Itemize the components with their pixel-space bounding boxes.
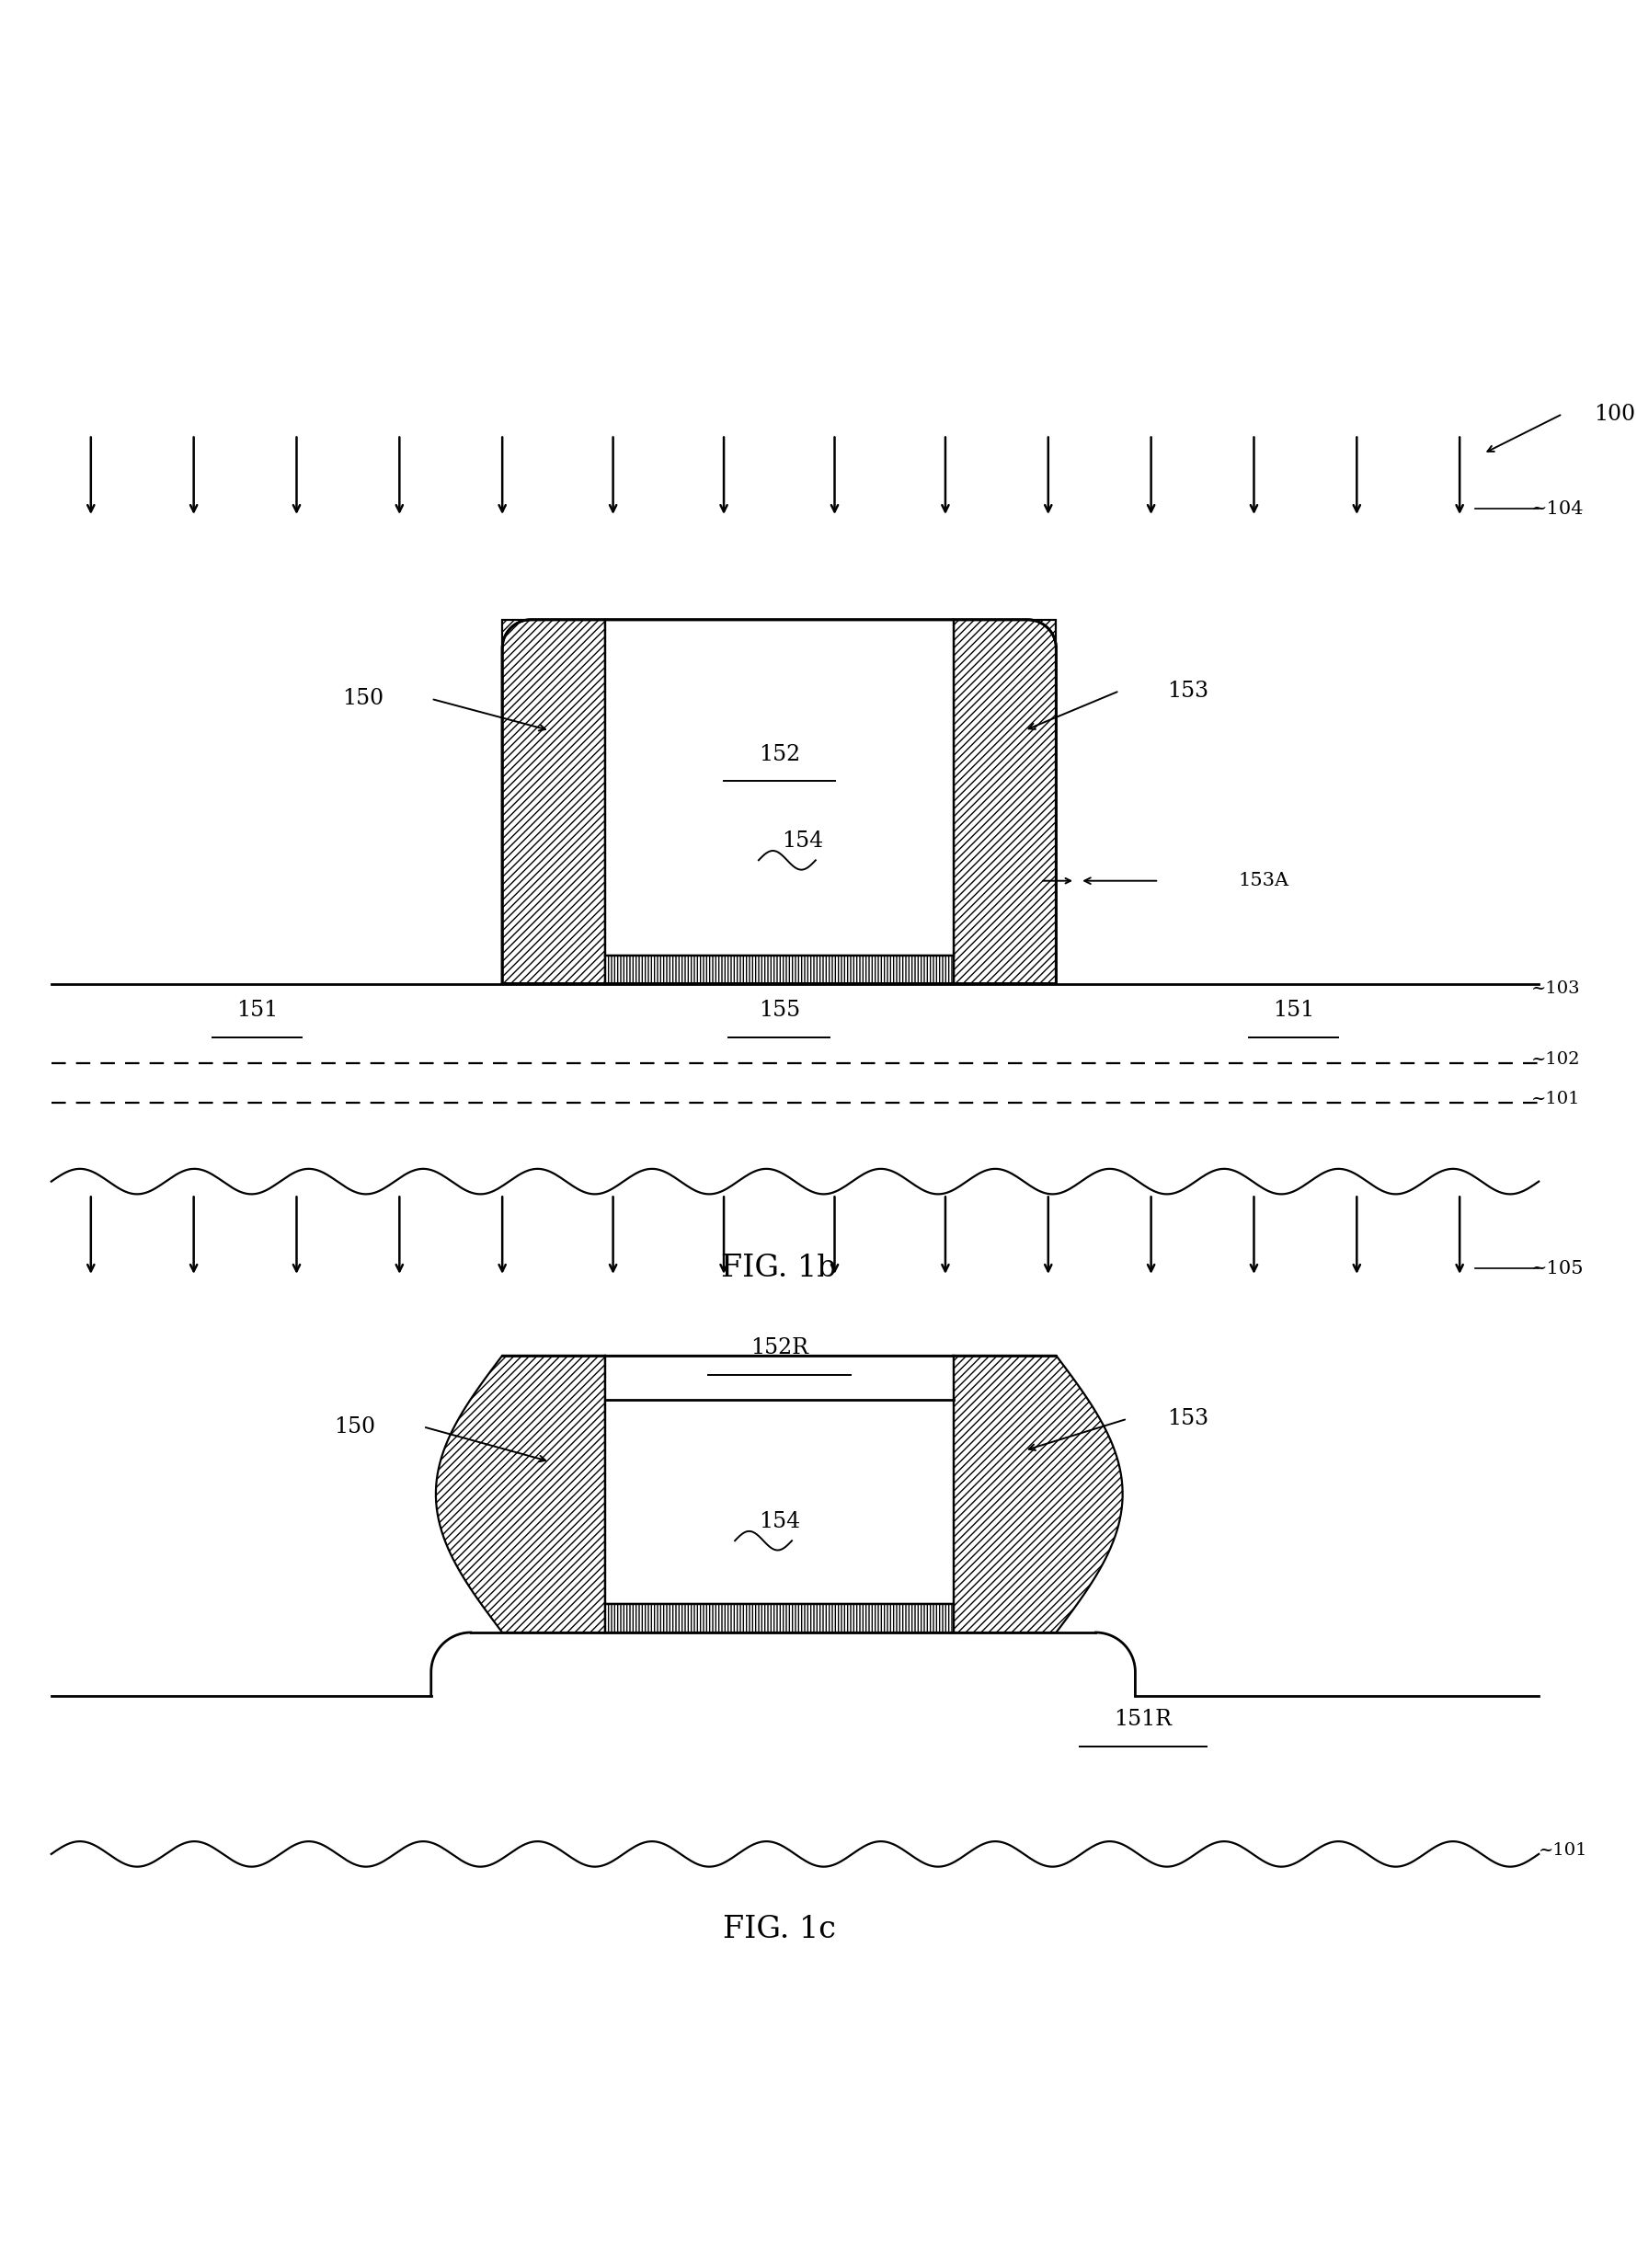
Bar bbox=[604, 1356, 953, 1603]
Polygon shape bbox=[435, 1356, 604, 1633]
Text: 153A: 153A bbox=[1238, 873, 1288, 889]
Bar bbox=[953, 619, 1056, 984]
Text: 100: 100 bbox=[1593, 404, 1635, 424]
Polygon shape bbox=[953, 1356, 1121, 1633]
Text: FIG. 1b: FIG. 1b bbox=[720, 1254, 837, 1284]
Bar bbox=[604, 619, 953, 955]
Text: 150: 150 bbox=[334, 1415, 375, 1438]
Text: ~101: ~101 bbox=[1537, 1842, 1588, 1860]
Text: FIG. 1c: FIG. 1c bbox=[722, 1914, 835, 1944]
Text: 155: 155 bbox=[758, 1000, 799, 1021]
Text: 151: 151 bbox=[236, 1000, 278, 1021]
Text: 151: 151 bbox=[1272, 1000, 1313, 1021]
Text: 152R: 152R bbox=[750, 1338, 807, 1359]
Text: ~101: ~101 bbox=[1531, 1091, 1580, 1107]
Bar bbox=[422, 1356, 1134, 1633]
Polygon shape bbox=[503, 619, 1056, 984]
Bar bbox=[503, 619, 604, 984]
Text: 153: 153 bbox=[1166, 680, 1208, 701]
Bar bbox=[604, 1603, 953, 1633]
Bar bbox=[604, 955, 953, 984]
Text: ~103: ~103 bbox=[1531, 980, 1580, 996]
Text: ~102: ~102 bbox=[1531, 1052, 1580, 1068]
Text: ~105: ~105 bbox=[1531, 1259, 1583, 1277]
Text: 151R: 151R bbox=[1113, 1710, 1172, 1730]
Text: 154: 154 bbox=[782, 830, 823, 853]
Text: 150: 150 bbox=[342, 687, 383, 710]
Text: 152: 152 bbox=[758, 744, 799, 764]
Text: 153: 153 bbox=[1166, 1408, 1208, 1429]
Text: ~104: ~104 bbox=[1531, 501, 1583, 517]
Text: 154: 154 bbox=[758, 1510, 799, 1533]
